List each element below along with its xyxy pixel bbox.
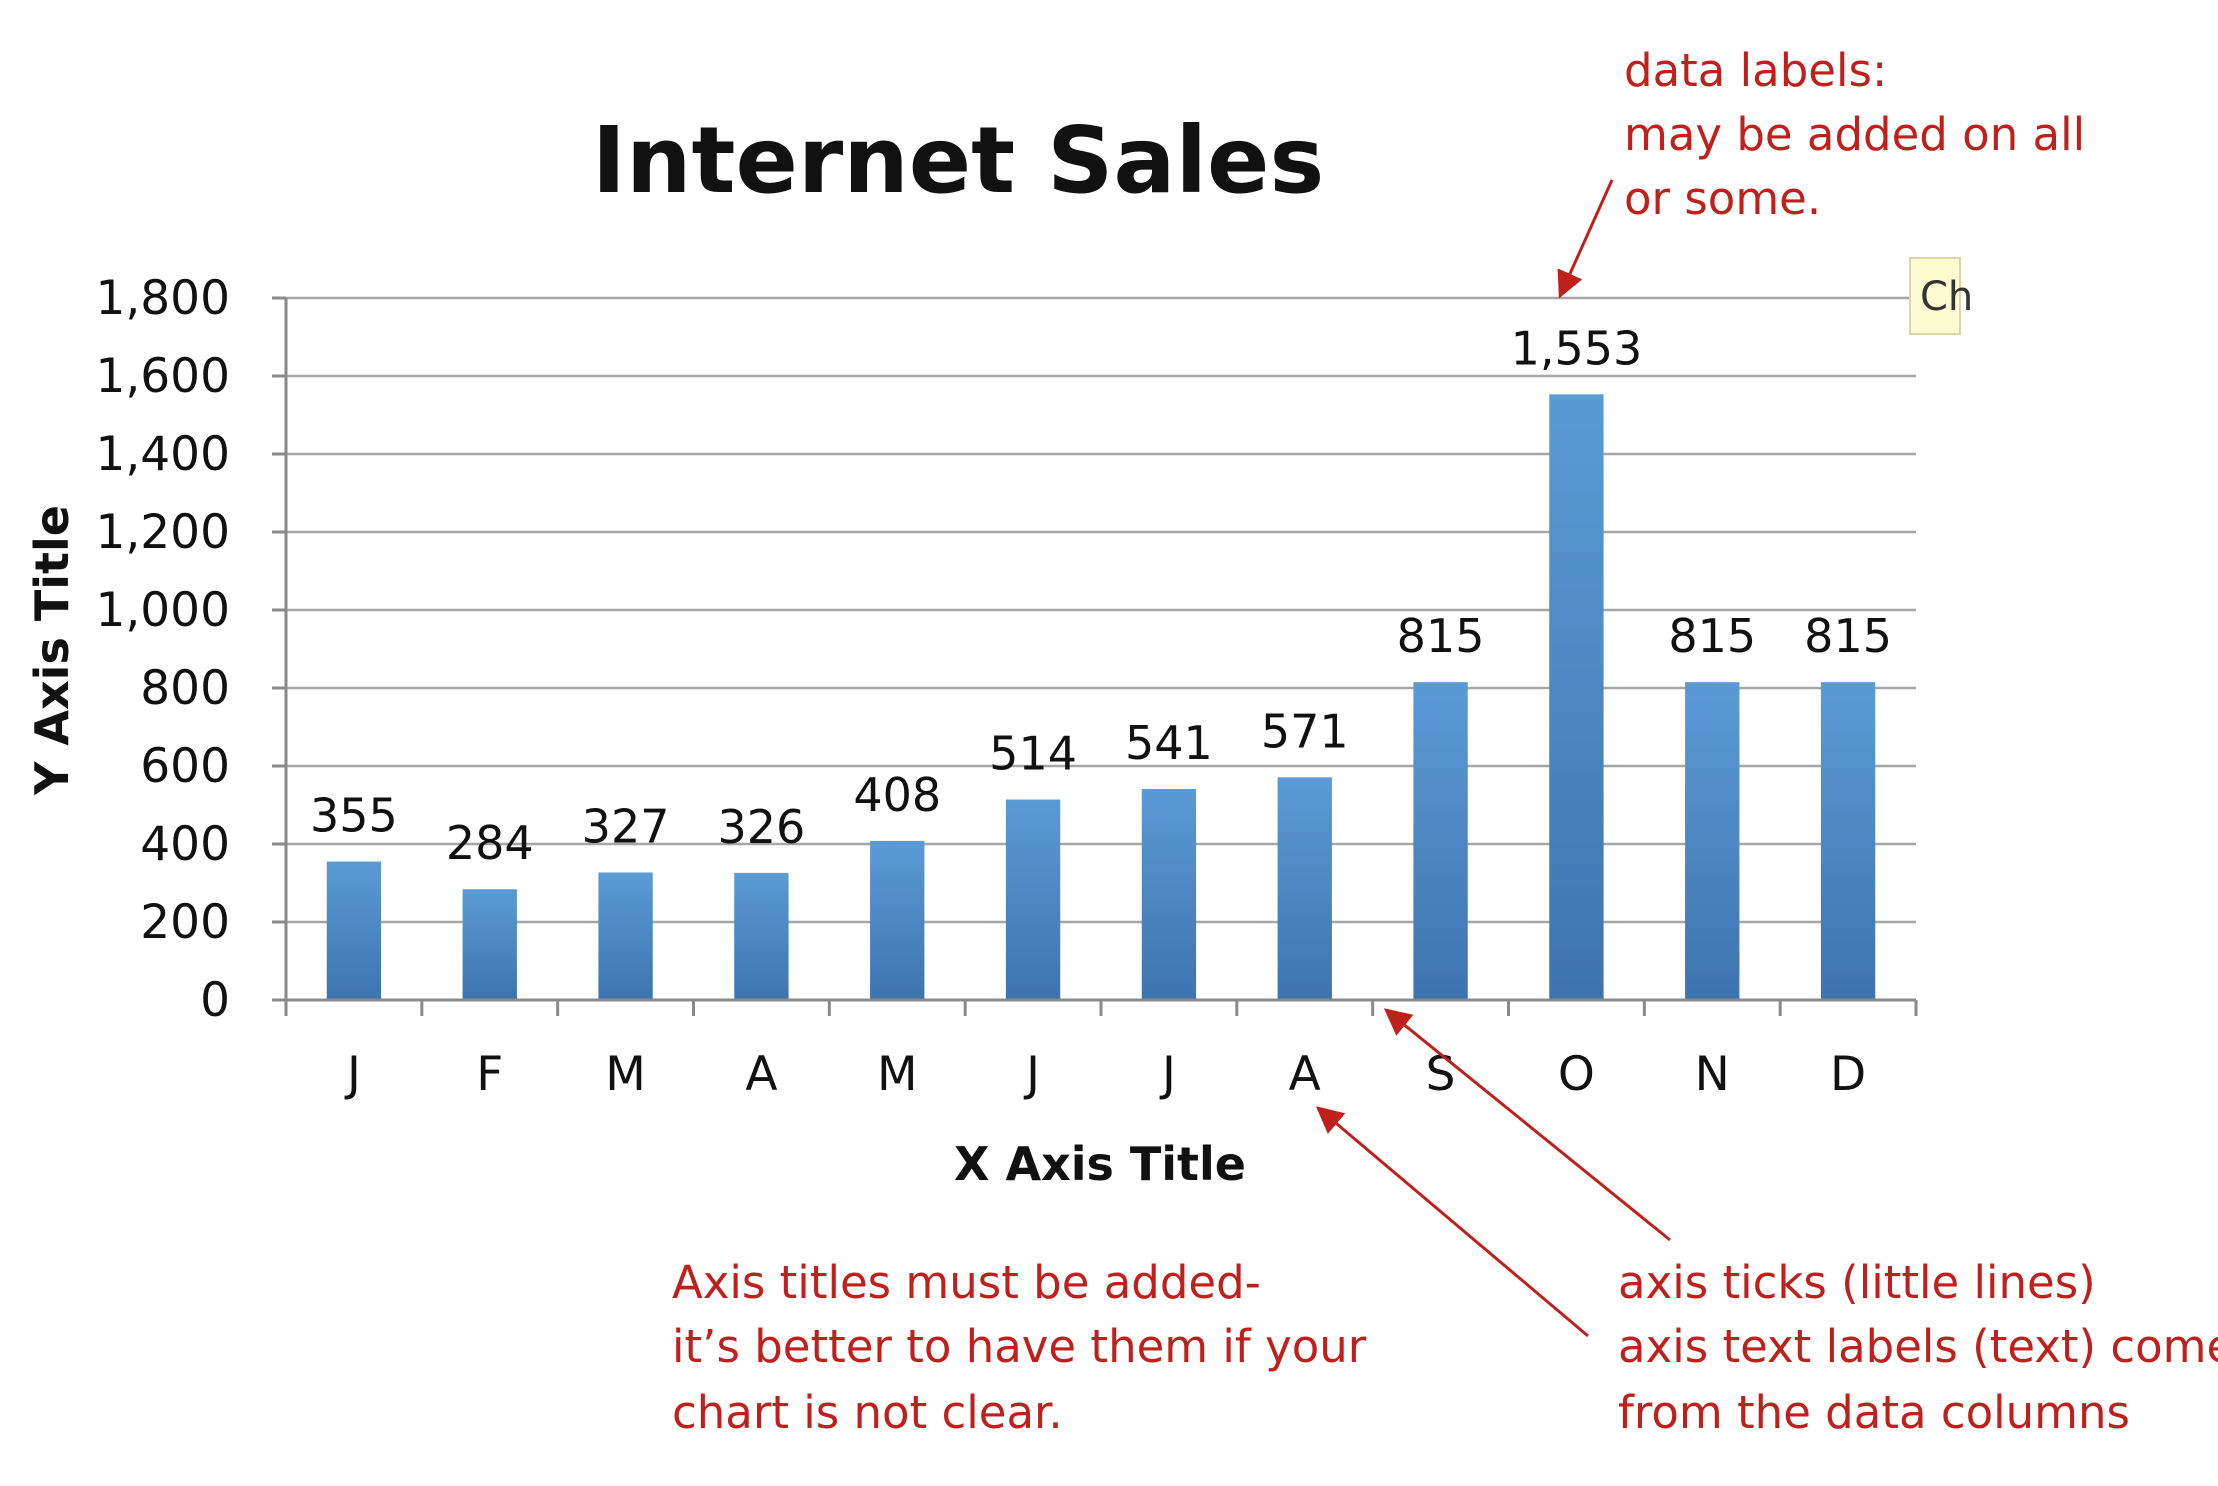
- data-label: 815: [1804, 609, 1892, 663]
- data-label: 815: [1668, 609, 1756, 663]
- x-tick-label: M: [605, 1047, 646, 1102]
- data-labels-annotation: data labels: may be added on all or some…: [1557, 44, 2085, 299]
- y-tick-label: 1,200: [95, 505, 230, 560]
- bar: [734, 872, 789, 1000]
- bar: [1141, 789, 1197, 1000]
- y-tick-label: 1,000: [95, 583, 230, 638]
- y-tick-label: 600: [140, 739, 230, 794]
- x-tick-label: A: [1289, 1047, 1321, 1102]
- x-tick-label: J: [1023, 1047, 1040, 1102]
- y-tick-label: 1,600: [95, 349, 230, 404]
- annotation-data-labels-line-1: data labels:: [1624, 44, 1887, 97]
- annotation-axis-titles-line-1: Axis titles must be added-: [672, 1256, 1261, 1309]
- annotation-data-labels-line-2: may be added on all: [1624, 108, 2085, 161]
- y-tick-label: 400: [140, 817, 230, 872]
- data-label: 355: [310, 789, 398, 843]
- annotation-axis-ticks-line-1: axis ticks (little lines): [1618, 1256, 2096, 1309]
- bar: [1005, 799, 1061, 1000]
- annotation-axis-titles-line-3: chart is not clear.: [672, 1386, 1063, 1439]
- x-tick-label: D: [1830, 1047, 1866, 1102]
- data-label: 571: [1261, 704, 1349, 758]
- data-label: 1,553: [1511, 321, 1643, 375]
- bar: [1549, 394, 1604, 1001]
- data-label: 815: [1397, 609, 1485, 663]
- x-axis-tick-marks: [284, 1000, 1918, 1016]
- bar: [1820, 682, 1876, 1000]
- bars: [326, 394, 1876, 1001]
- annotation-axis-ticks-line-3: from the data columns: [1618, 1386, 2130, 1439]
- x-tick-label: F: [476, 1047, 503, 1102]
- annotation-data-labels-arrow: [1557, 179, 1614, 299]
- bar: [1413, 682, 1468, 1000]
- y-axis-title: Y Axis Title: [25, 505, 79, 796]
- data-label: 541: [1125, 716, 1213, 770]
- x-tick-label: M: [877, 1047, 918, 1102]
- axis-ticks-annotation: axis ticks (little lines) axis text labe…: [1315, 1008, 2218, 1439]
- x-tick-label: J: [344, 1047, 361, 1102]
- data-label: 284: [446, 816, 534, 870]
- y-tick-label: 800: [140, 661, 230, 716]
- annotation-axis-ticks-line-2: axis text labels (text) come: [1618, 1320, 2218, 1373]
- data-label: 408: [853, 768, 941, 822]
- annotation-data-labels-line-3: or some.: [1624, 172, 1821, 225]
- bar: [462, 889, 517, 1000]
- x-tick-label: A: [745, 1047, 777, 1102]
- x-tick-label: O: [1558, 1047, 1595, 1102]
- chart-title: Internet Sales: [592, 107, 1324, 214]
- data-label: 514: [989, 727, 1077, 781]
- y-tick-label: 0: [200, 973, 230, 1028]
- bar: [326, 861, 382, 1000]
- data-labels: 355 284 327 326 408 514 541 571 815 1,553 815 815: [310, 321, 1892, 870]
- axis-titles-annotation: Axis titles must be added- it’s better t…: [672, 1256, 1367, 1439]
- annotation-axis-titles-line-2: it’s better to have them if your: [672, 1320, 1367, 1373]
- y-tick-label: 1,800: [95, 271, 230, 326]
- x-tick-label: J: [1159, 1047, 1176, 1102]
- y-tick-label: 1,400: [95, 427, 230, 482]
- x-tick-label: N: [1695, 1047, 1730, 1102]
- x-axis-title: X Axis Title: [954, 1137, 1246, 1191]
- tooltip-fragment: Ch: [1909, 257, 1973, 335]
- tooltip-text: Ch: [1920, 274, 1973, 320]
- annotation-labels-arrow: [1315, 1106, 1589, 1338]
- data-label: 326: [718, 800, 806, 854]
- tooltip-box: [1909, 257, 1961, 335]
- y-tick-label: 200: [140, 895, 230, 950]
- bar: [870, 840, 925, 1000]
- x-tick-label: S: [1426, 1047, 1456, 1102]
- bar: [598, 872, 653, 1000]
- data-label: 327: [582, 799, 670, 853]
- annotation-ticks-arrow: [1383, 1008, 1671, 1242]
- y-axis-tick-labels: 0 200 400 600 800 1,000 1,200 1,400 1,600 1,800: [95, 271, 286, 1028]
- bar: [1685, 682, 1740, 1000]
- gridlines: [286, 296, 1916, 924]
- bar: [1277, 777, 1332, 1000]
